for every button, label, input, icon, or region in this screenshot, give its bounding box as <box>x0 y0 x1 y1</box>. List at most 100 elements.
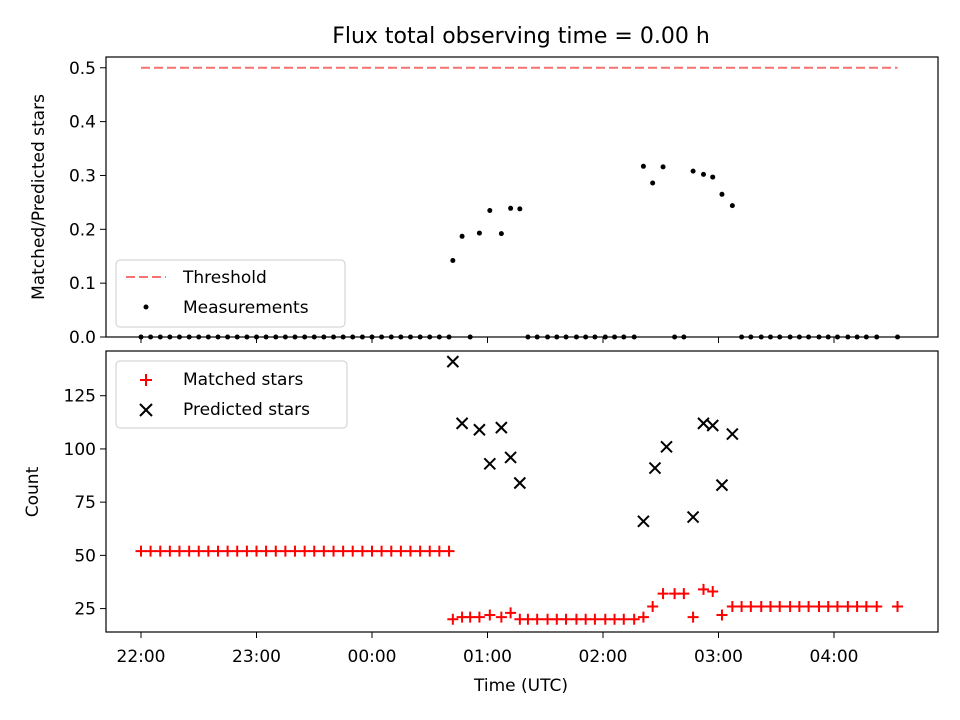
x-tick-label: 04:00 <box>810 647 859 667</box>
matched-star-point <box>678 588 690 600</box>
matched-star-point <box>212 545 224 557</box>
matched-star-point <box>687 611 699 623</box>
matched-star-point <box>657 588 669 600</box>
matched-star-point <box>433 545 445 557</box>
matched-star-point <box>404 545 416 557</box>
predicted-star-point <box>715 478 729 492</box>
top-y-tick-label: 0.2 <box>69 220 96 240</box>
measurement-point <box>700 171 706 177</box>
matched-star-point <box>356 545 368 557</box>
matched-star-point <box>337 545 349 557</box>
chart-title: Flux total observing time = 0.00 h <box>332 24 710 49</box>
predicted-star-point <box>726 427 739 441</box>
matched-star-point <box>395 545 407 557</box>
matched-star-point <box>270 545 282 557</box>
top-y-tick-label: 0.5 <box>69 59 96 79</box>
matched-star-point <box>589 613 601 625</box>
matched-star-point <box>522 613 534 625</box>
matched-legend-swatch <box>140 374 152 386</box>
predicted-star-point <box>483 457 497 471</box>
matched-star-point <box>464 611 476 623</box>
matched-star-point <box>628 613 640 625</box>
matched-star-point <box>289 545 301 557</box>
measurements-legend-swatch <box>143 304 149 310</box>
matched-star-point <box>669 588 681 600</box>
matched-star-point <box>193 545 205 557</box>
measurement-point <box>650 180 656 186</box>
predicted-star-point <box>648 461 662 475</box>
matched-star-point <box>726 600 738 612</box>
matched-star-point <box>260 545 272 557</box>
top-legend: Threshold Measurements <box>115 259 346 328</box>
matched-star-point <box>822 600 834 612</box>
bottom-y-tick-label: 50 <box>74 546 96 566</box>
matched-star-point <box>716 609 728 621</box>
matched-star-point <box>697 583 709 595</box>
matched-star-point <box>560 613 572 625</box>
matched-star-point <box>495 611 507 623</box>
matched-star-point <box>745 600 757 612</box>
top-y-ticks: 0.0 0.1 0.2 0.3 0.4 0.5 <box>69 59 106 348</box>
matched-star-point <box>860 600 872 612</box>
matched-star-point <box>299 545 311 557</box>
matched-star-point <box>145 545 157 557</box>
top-y-tick-label: 0.3 <box>69 166 96 186</box>
predicted-star-point <box>455 417 469 430</box>
x-tick-label: 01:00 <box>463 647 512 667</box>
matched-star-point <box>842 600 854 612</box>
measurement-point <box>710 174 716 180</box>
matched-star-point <box>774 600 786 612</box>
predicted-star-point <box>473 423 486 436</box>
predicted-star-point <box>513 476 527 490</box>
measurement-point <box>719 191 725 197</box>
matched-star-point <box>609 613 621 625</box>
measurement-point <box>476 230 482 236</box>
top-y-tick-label: 0.1 <box>69 274 96 294</box>
matched-star-point <box>618 613 630 625</box>
bottom-legend-box <box>115 360 348 429</box>
x-tick-label: 00:00 <box>348 647 397 667</box>
matched-star-point <box>202 545 214 557</box>
matched-star-point <box>424 545 436 557</box>
bottom-y-axis-label: Count <box>23 466 43 517</box>
matched-legend-label: Matched stars <box>183 370 303 390</box>
matched-star-point <box>279 545 291 557</box>
matched-star-point <box>831 600 843 612</box>
matched-star-point <box>505 607 517 619</box>
measurement-point <box>640 163 646 169</box>
measurements-legend-label: Measurements <box>183 298 309 318</box>
top-x-ticks <box>140 337 835 343</box>
measurement-point <box>459 233 465 239</box>
threshold-legend-label: Threshold <box>182 268 267 288</box>
matched-star-point <box>892 600 904 612</box>
predicted-star-point <box>446 355 460 368</box>
matched-star-point <box>241 545 253 557</box>
x-tick-label: 22:00 <box>117 647 166 667</box>
matched-star-point <box>736 600 748 612</box>
matched-star-point <box>135 545 147 557</box>
matched-star-point <box>366 545 378 557</box>
matched-star-point <box>707 586 719 598</box>
x-axis-label: Time (UTC) <box>473 676 568 696</box>
x-tick-label: 03:00 <box>694 647 743 667</box>
x-tick-label: 23:00 <box>232 647 281 667</box>
matched-star-point <box>851 600 863 612</box>
top-legend-box <box>115 259 346 328</box>
matched-star-point <box>871 600 883 612</box>
matched-star-point <box>484 609 496 621</box>
bottom-y-tick-label: 75 <box>74 493 96 513</box>
measurement-point <box>729 203 735 209</box>
predicted-star-point <box>495 421 508 434</box>
matched-star-point <box>570 613 582 625</box>
top-y-tick-label: 0.0 <box>69 328 96 348</box>
matched-star-point <box>542 613 554 625</box>
matched-star-point <box>154 545 166 557</box>
top-y-tick-label: 0.4 <box>69 113 96 133</box>
matched-star-point <box>183 545 195 557</box>
matched-star-point <box>813 600 825 612</box>
bottom-y-tick-label: 25 <box>74 600 96 620</box>
measurement-point <box>508 205 514 211</box>
bottom-plot-frame <box>105 350 939 633</box>
predicted-star-point <box>504 451 517 464</box>
matched-star-point <box>385 545 397 557</box>
